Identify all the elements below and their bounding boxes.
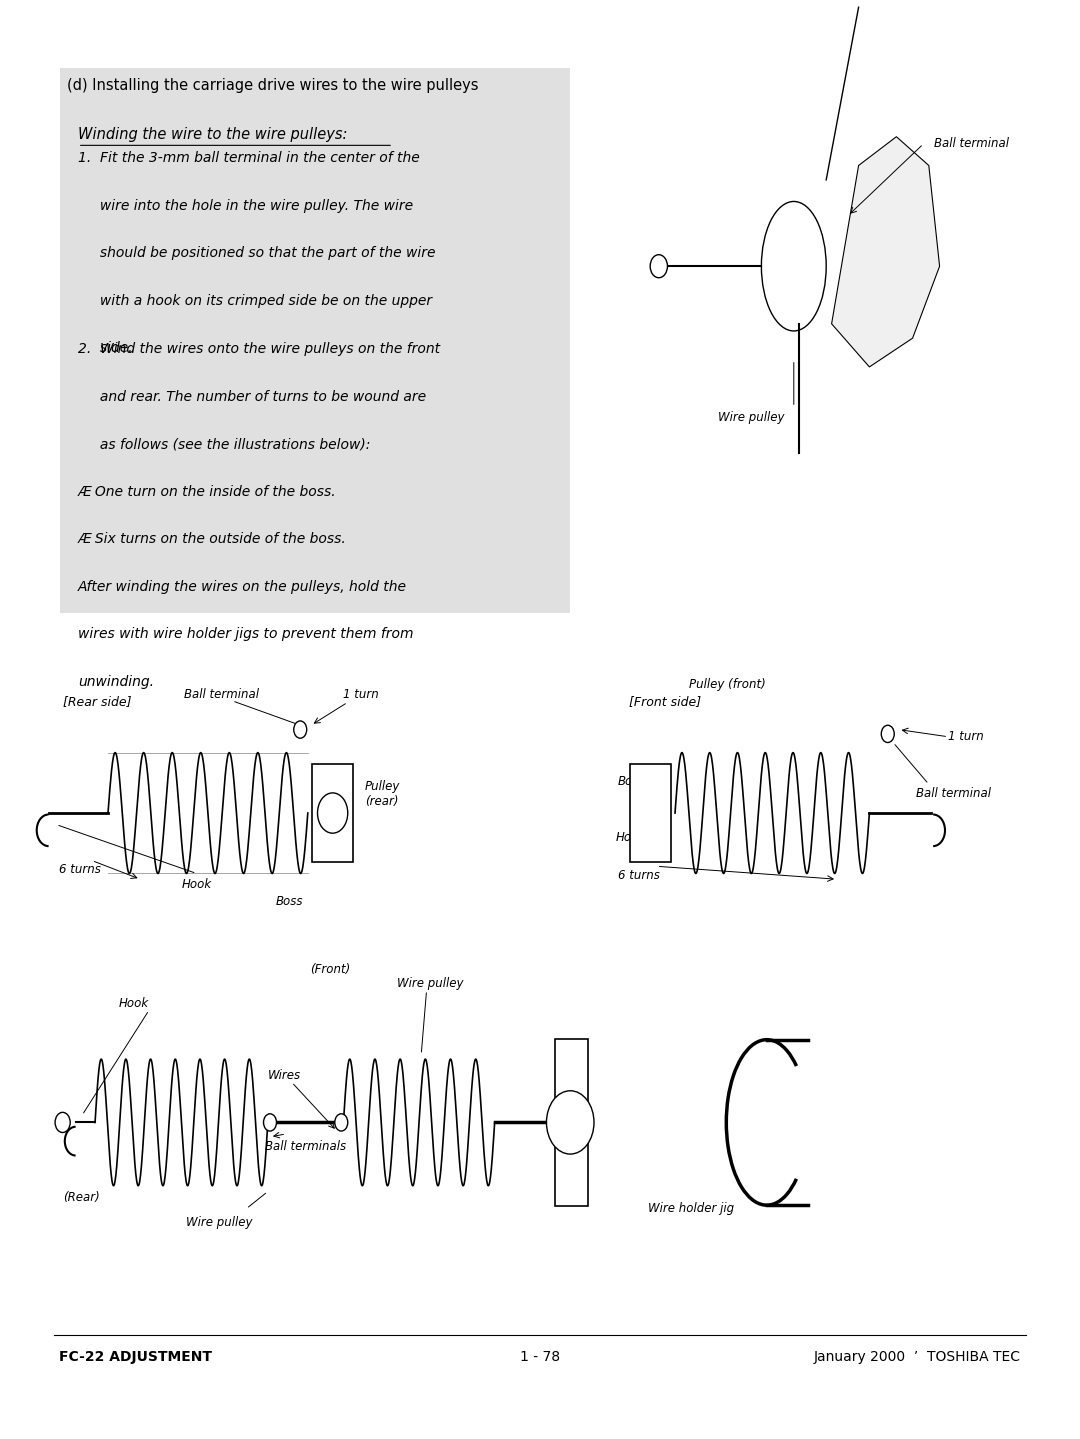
Text: as follows (see the illustrations below):: as follows (see the illustrations below)… (78, 437, 370, 452)
Circle shape (294, 721, 307, 738)
Text: Pulley
(rear): Pulley (rear) (365, 780, 401, 809)
Text: (d) Installing the carriage drive wires to the wire pulleys: (d) Installing the carriage drive wires … (67, 78, 478, 92)
Circle shape (335, 1114, 348, 1131)
Text: wire into the hole in the wire pulley. The wire: wire into the hole in the wire pulley. T… (78, 199, 413, 213)
Text: Hook: Hook (119, 997, 149, 1010)
Text: Hook: Hook (181, 878, 212, 891)
Text: should be positioned so that the part of the wire: should be positioned so that the part of… (78, 246, 435, 260)
FancyBboxPatch shape (630, 764, 671, 862)
Text: Boss: Boss (618, 774, 645, 789)
Circle shape (650, 255, 667, 278)
Text: 1 - 78: 1 - 78 (519, 1350, 561, 1364)
Text: 1 turn: 1 turn (948, 730, 984, 744)
Text: Ball terminals: Ball terminals (265, 1140, 346, 1153)
Text: Ball terminal: Ball terminal (184, 688, 258, 701)
Ellipse shape (761, 201, 826, 331)
Text: 6 turns: 6 turns (618, 869, 660, 882)
Text: wires with wire holder jigs to prevent them from: wires with wire holder jigs to prevent t… (78, 627, 414, 642)
Text: Æ One turn on the inside of the boss.: Æ One turn on the inside of the boss. (78, 485, 336, 499)
Text: 1.  Fit the 3-mm ball terminal in the center of the: 1. Fit the 3-mm ball terminal in the cen… (78, 151, 419, 165)
Text: with a hook on its crimped side be on the upper: with a hook on its crimped side be on th… (78, 294, 432, 308)
Text: Winding the wire to the wire pulleys:: Winding the wire to the wire pulleys: (78, 127, 347, 141)
Text: unwinding.: unwinding. (78, 675, 153, 689)
Circle shape (55, 1112, 70, 1132)
Text: 6 turns: 6 turns (59, 863, 102, 876)
FancyBboxPatch shape (60, 68, 570, 613)
FancyBboxPatch shape (555, 1039, 588, 1206)
Text: (Rear): (Rear) (63, 1191, 99, 1204)
Text: After winding the wires on the pulleys, hold the: After winding the wires on the pulleys, … (78, 580, 407, 594)
Text: Wire pulley: Wire pulley (718, 410, 785, 425)
FancyBboxPatch shape (312, 764, 353, 862)
Text: [Front side]: [Front side] (629, 695, 701, 708)
Text: Ball terminal: Ball terminal (916, 787, 990, 800)
Text: January 2000  ’  TOSHIBA TEC: January 2000 ’ TOSHIBA TEC (813, 1350, 1021, 1364)
Circle shape (881, 725, 894, 743)
Text: side.: side. (78, 341, 133, 355)
Text: Wire holder jig: Wire holder jig (648, 1202, 734, 1215)
Text: Wire pulley: Wire pulley (186, 1216, 253, 1229)
Text: (Front): (Front) (310, 963, 350, 976)
Circle shape (546, 1091, 594, 1154)
Text: 1 turn: 1 turn (343, 688, 379, 701)
Circle shape (264, 1114, 276, 1131)
Text: Wire pulley: Wire pulley (397, 977, 464, 990)
Polygon shape (832, 137, 940, 367)
Text: Wires: Wires (268, 1069, 301, 1082)
Text: [Rear side]: [Rear side] (63, 695, 131, 708)
Text: FC-22 ADJUSTMENT: FC-22 ADJUSTMENT (59, 1350, 213, 1364)
Text: and rear. The number of turns to be wound are: and rear. The number of turns to be woun… (78, 390, 426, 404)
Text: 2.  Wind the wires onto the wire pulleys on the front: 2. Wind the wires onto the wire pulleys … (78, 342, 440, 357)
Text: Boss: Boss (275, 895, 302, 908)
Circle shape (318, 793, 348, 833)
Text: Ball terminal: Ball terminal (934, 137, 1009, 151)
Text: Hook: Hook (616, 830, 646, 845)
Text: Pulley (front): Pulley (front) (689, 678, 766, 691)
Text: Æ Six turns on the outside of the boss.: Æ Six turns on the outside of the boss. (78, 532, 347, 547)
